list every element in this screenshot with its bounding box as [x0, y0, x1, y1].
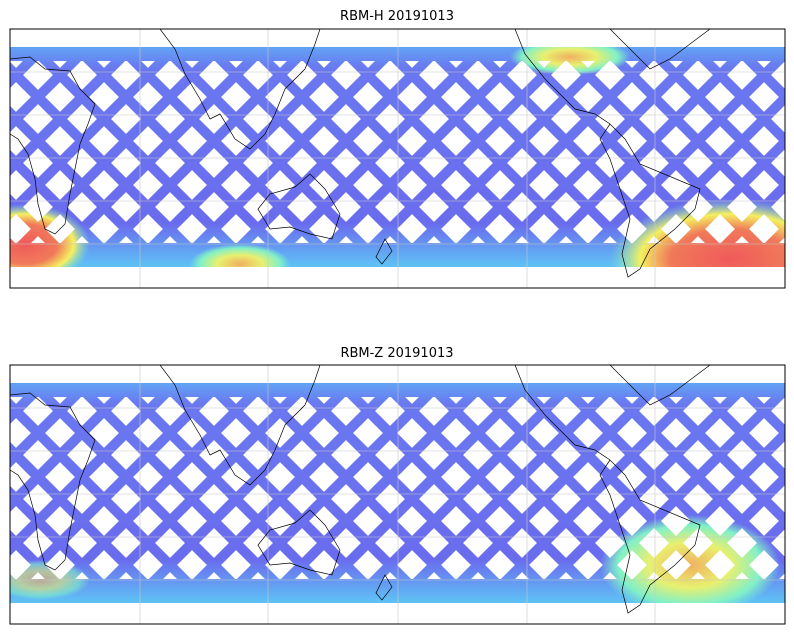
warm-region	[600, 515, 780, 615]
warm-region	[510, 39, 630, 75]
map-panel	[0, 364, 786, 625]
map-panel	[0, 28, 794, 319]
hot-region	[610, 199, 794, 319]
frame	[9, 364, 786, 625]
panel-title: RBM-H 20191013	[340, 9, 454, 24]
tracks	[0, 29, 794, 319]
panel-title: RBM-Z 20191013	[340, 346, 453, 361]
frame	[9, 28, 786, 289]
tracks	[0, 365, 785, 624]
warm-region	[190, 244, 290, 284]
